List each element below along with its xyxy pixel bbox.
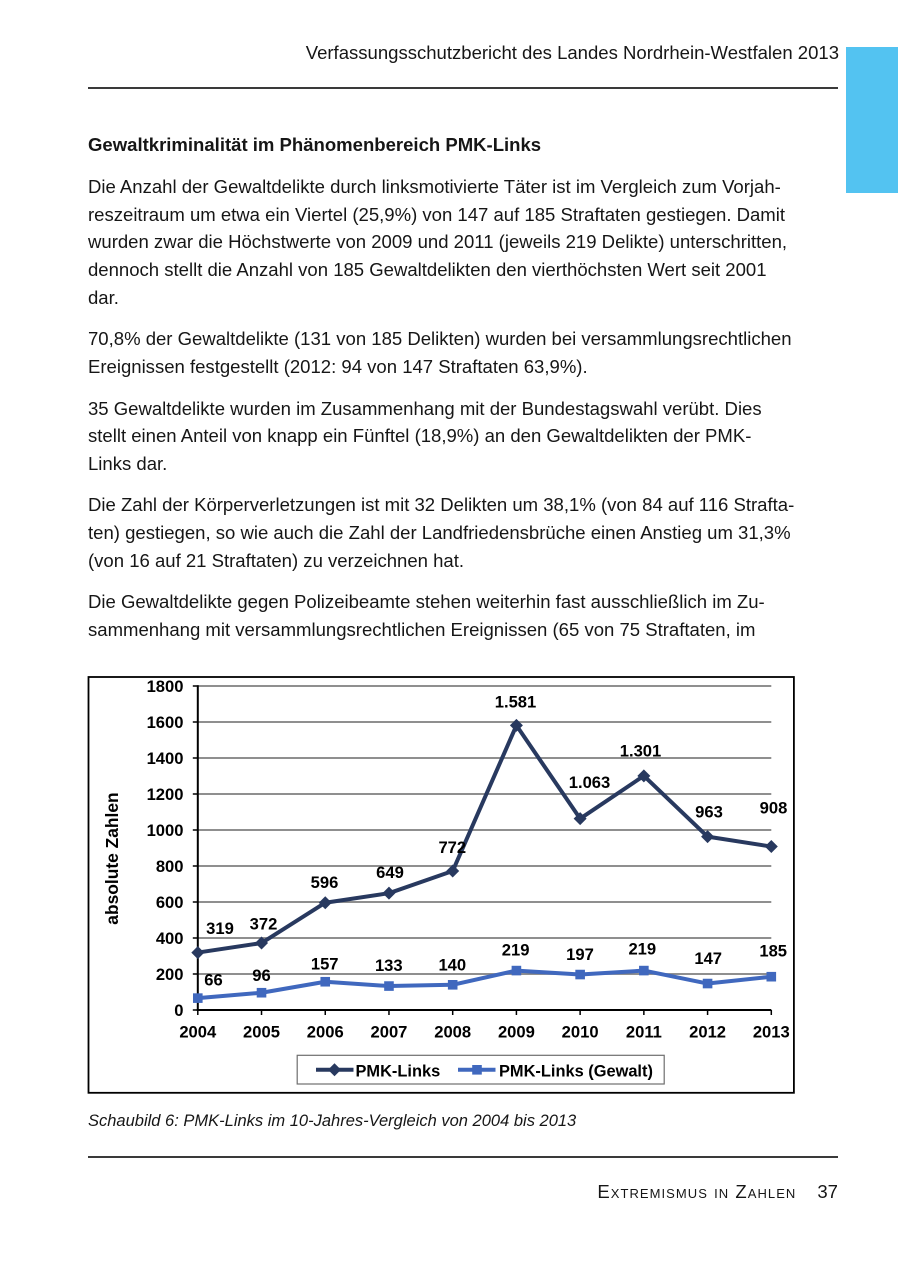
svg-text:908: 908 — [760, 799, 788, 818]
svg-text:2006: 2006 — [307, 1023, 344, 1042]
svg-text:200: 200 — [156, 965, 184, 984]
svg-text:1400: 1400 — [147, 749, 184, 768]
svg-text:1200: 1200 — [147, 785, 184, 804]
svg-text:133: 133 — [375, 956, 403, 975]
svg-text:2013: 2013 — [753, 1023, 790, 1042]
svg-text:1.063: 1.063 — [569, 773, 611, 792]
svg-text:219: 219 — [628, 939, 656, 958]
svg-text:absolute Zahlen: absolute Zahlen — [102, 792, 122, 924]
svg-text:596: 596 — [311, 873, 339, 892]
svg-text:140: 140 — [438, 956, 466, 975]
svg-text:2011: 2011 — [626, 1023, 662, 1042]
svg-text:1600: 1600 — [147, 713, 184, 732]
svg-text:963: 963 — [695, 802, 723, 821]
svg-text:400: 400 — [156, 929, 184, 948]
svg-text:66: 66 — [204, 970, 222, 989]
svg-text:147: 147 — [694, 949, 722, 968]
svg-text:PMK-Links (Gewalt): PMK-Links (Gewalt) — [499, 1062, 653, 1080]
svg-text:157: 157 — [311, 955, 339, 974]
svg-text:197: 197 — [566, 945, 594, 964]
svg-text:319: 319 — [206, 919, 234, 938]
svg-text:PMK-Links: PMK-Links — [356, 1062, 441, 1080]
svg-text:2008: 2008 — [434, 1023, 471, 1042]
svg-text:772: 772 — [438, 838, 466, 857]
svg-text:2007: 2007 — [371, 1023, 408, 1042]
svg-text:219: 219 — [502, 940, 530, 959]
svg-text:2004: 2004 — [179, 1023, 217, 1042]
svg-text:0: 0 — [174, 1001, 183, 1020]
svg-text:2012: 2012 — [689, 1023, 726, 1042]
svg-text:1.301: 1.301 — [620, 742, 662, 761]
svg-text:800: 800 — [156, 857, 184, 876]
svg-text:2009: 2009 — [498, 1023, 535, 1042]
svg-text:1.581: 1.581 — [495, 693, 537, 712]
svg-text:1000: 1000 — [147, 821, 184, 840]
svg-text:2005: 2005 — [243, 1023, 280, 1042]
svg-text:372: 372 — [250, 915, 278, 934]
svg-text:1800: 1800 — [147, 677, 184, 696]
svg-text:600: 600 — [156, 893, 184, 912]
svg-text:185: 185 — [759, 941, 787, 960]
svg-text:2010: 2010 — [562, 1023, 599, 1042]
svg-text:649: 649 — [376, 863, 404, 882]
svg-text:96: 96 — [252, 966, 270, 985]
